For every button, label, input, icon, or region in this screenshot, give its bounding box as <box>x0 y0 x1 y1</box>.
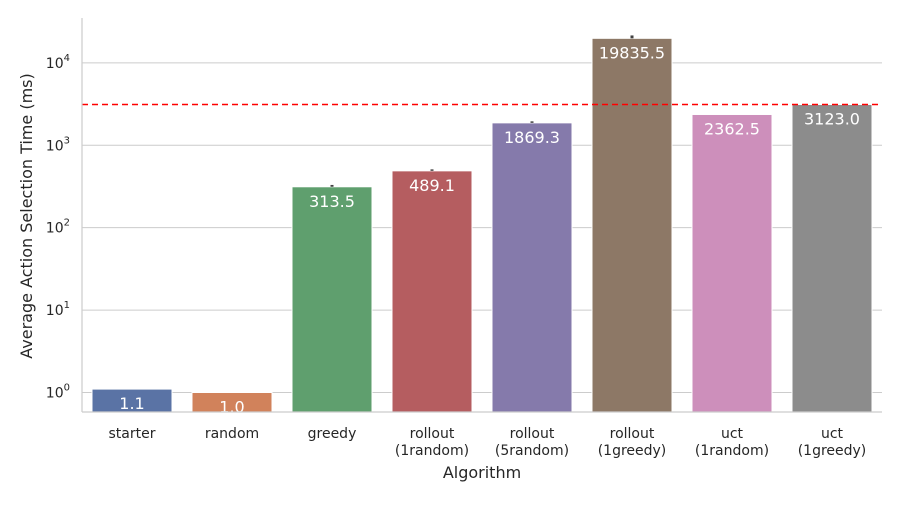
x-tick-line: rollout <box>410 426 455 442</box>
bar-value-label: 489.1 <box>409 176 455 195</box>
bar-value-label: 1.1 <box>119 394 144 413</box>
x-tick-label: uct (1greedy) <box>798 426 867 459</box>
x-tick-label: rollout (5random) <box>495 426 569 459</box>
x-tick-label: starter <box>109 426 156 442</box>
y-tick-exponent: 0 <box>64 383 70 394</box>
y-tick-base: 10 <box>46 221 64 237</box>
bars <box>91 37 873 413</box>
y-tick-label: 100 <box>46 383 70 402</box>
x-tick-label: uct (1random) <box>695 426 769 459</box>
y-tick-base: 10 <box>46 303 64 319</box>
axes <box>81 18 882 413</box>
x-tick-line: greedy <box>308 426 357 442</box>
y-tick-label: 101 <box>46 300 70 319</box>
y-tick-label: 102 <box>46 218 70 237</box>
x-tick-line: starter <box>109 426 156 442</box>
x-tick-line: (5random) <box>495 443 569 459</box>
x-tick-line: (1random) <box>395 443 469 459</box>
bar <box>391 170 473 413</box>
x-tick-line: random <box>205 426 259 442</box>
x-tick-label: greedy <box>308 426 357 442</box>
error-bars <box>330 35 634 187</box>
x-tick-line: (1greedy) <box>798 443 867 459</box>
y-tick-base: 10 <box>46 138 64 154</box>
x-tick-labels: starter random greedy rollout (1random)rollo… <box>109 426 867 459</box>
x-tick-label: rollout (1random) <box>395 426 469 459</box>
bar-value-labels: 1.1 1.0 313.5 489.1 1869.3 19835.5 2362.5 3123.… <box>119 43 860 416</box>
x-tick-line: rollout <box>510 426 555 442</box>
bar <box>491 122 573 413</box>
y-tick-exponent: 3 <box>64 135 70 146</box>
x-tick-line: (1greedy) <box>598 443 667 459</box>
y-tick-base: 10 <box>46 56 64 72</box>
bar-value-label: 313.5 <box>309 192 355 211</box>
y-tick-base: 10 <box>46 386 64 402</box>
bar <box>691 113 773 413</box>
x-tick-label: rollout (1greedy) <box>598 426 667 459</box>
y-tick-exponent: 1 <box>64 300 70 311</box>
x-tick-line: (1random) <box>695 443 769 459</box>
bar <box>591 37 673 413</box>
x-tick-line: uct <box>821 426 844 442</box>
x-tick-label: random <box>205 426 259 442</box>
bar-value-label: 19835.5 <box>599 43 665 62</box>
bar-value-label: 2362.5 <box>704 119 760 138</box>
y-tick-exponent: 2 <box>64 218 70 229</box>
bar-value-label: 1.0 <box>219 398 244 417</box>
x-tick-line: uct <box>721 426 744 442</box>
y-axis-title: Average Action Selection Time (ms) <box>17 73 36 358</box>
y-tick-exponent: 4 <box>64 53 70 64</box>
bar-value-label: 3123.0 <box>804 109 860 128</box>
y-tick-label: 104 <box>46 53 70 72</box>
bar <box>791 103 873 413</box>
bar <box>291 186 373 413</box>
x-axis-title: Algorithm <box>443 463 521 482</box>
x-tick-line: rollout <box>610 426 655 442</box>
bar-value-label: 1869.3 <box>504 128 560 147</box>
y-tick-label: 103 <box>46 135 70 154</box>
